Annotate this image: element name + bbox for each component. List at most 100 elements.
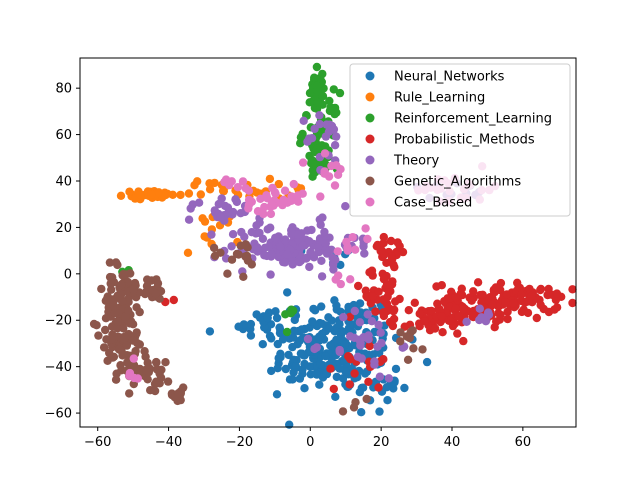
data-point <box>320 167 329 176</box>
data-point <box>345 312 355 322</box>
data-point <box>395 294 404 304</box>
data-point <box>117 347 126 356</box>
data-point <box>267 250 276 259</box>
y-tick-label: 40 <box>55 175 72 190</box>
data-point <box>186 204 195 213</box>
data-point <box>317 272 327 281</box>
data-point <box>477 313 486 322</box>
data-point <box>101 325 110 335</box>
data-point <box>517 290 526 299</box>
data-point <box>332 108 341 117</box>
data-point <box>388 254 397 264</box>
data-point <box>260 202 269 212</box>
data-point <box>320 149 330 158</box>
x-axis: −60 −40 −20 0 20 40 60 <box>84 427 531 450</box>
legend-label: Rule_Learning <box>394 91 485 106</box>
data-point <box>473 278 483 287</box>
data-point <box>478 290 487 299</box>
data-point <box>246 331 256 340</box>
data-point <box>357 354 366 363</box>
data-point <box>372 242 381 251</box>
data-point <box>462 317 471 326</box>
data-point <box>330 141 340 150</box>
data-point <box>227 177 236 186</box>
data-point <box>276 353 285 362</box>
data-point <box>163 377 173 386</box>
data-point <box>285 420 294 429</box>
legend-marker <box>365 197 375 207</box>
data-point <box>117 289 126 299</box>
data-point <box>374 383 383 392</box>
data-point <box>503 314 512 324</box>
data-point <box>129 285 138 294</box>
data-point <box>154 188 163 197</box>
data-point <box>313 98 323 107</box>
data-point <box>316 192 325 201</box>
data-point <box>383 396 392 405</box>
data-point <box>113 317 122 326</box>
data-point <box>274 179 283 189</box>
data-point <box>389 314 399 324</box>
data-point <box>280 258 290 267</box>
data-point <box>552 289 562 298</box>
data-point <box>361 224 370 233</box>
data-point <box>281 310 290 319</box>
data-point <box>209 243 219 253</box>
data-point <box>315 332 324 341</box>
data-point <box>451 293 460 302</box>
data-point <box>502 290 511 299</box>
data-point <box>241 184 250 193</box>
data-point <box>184 189 194 198</box>
x-tick-label: 0 <box>306 435 314 450</box>
data-point <box>298 158 308 167</box>
data-point <box>365 341 374 351</box>
data-point <box>454 312 463 321</box>
data-point <box>432 282 441 291</box>
data-point <box>363 234 372 244</box>
data-point <box>351 245 360 254</box>
data-point <box>151 289 160 299</box>
data-point <box>468 311 477 320</box>
data-point <box>234 250 243 259</box>
data-point <box>317 256 326 265</box>
data-point <box>232 197 242 207</box>
data-point <box>492 317 501 326</box>
data-point <box>330 181 340 190</box>
data-point <box>236 209 245 218</box>
data-point <box>289 355 298 364</box>
data-point <box>329 384 338 394</box>
data-point <box>333 170 343 179</box>
y-tick-label: 0 <box>64 267 72 282</box>
data-point <box>280 186 290 195</box>
legend-marker <box>365 92 375 102</box>
data-point <box>107 285 116 294</box>
data-point <box>287 196 296 205</box>
data-point <box>297 325 306 334</box>
data-point <box>303 226 312 235</box>
x-tick-label: −60 <box>84 435 111 450</box>
data-point <box>318 92 328 101</box>
data-point <box>298 349 307 358</box>
data-point <box>94 331 103 340</box>
data-point <box>205 185 215 194</box>
legend-label: Reinforcement_Learning <box>394 112 552 127</box>
data-point <box>113 324 122 333</box>
data-point <box>143 375 152 384</box>
series-genetic-algorithms <box>89 240 427 416</box>
data-point <box>227 255 237 264</box>
data-point <box>350 306 359 316</box>
data-point <box>265 174 275 184</box>
data-point <box>272 390 282 399</box>
legend-marker <box>365 71 375 81</box>
data-point <box>400 383 409 393</box>
data-point <box>273 364 282 373</box>
data-point <box>260 251 269 260</box>
data-point <box>174 389 183 398</box>
data-point <box>316 360 325 369</box>
data-point <box>102 335 111 344</box>
data-point <box>312 104 322 114</box>
data-point <box>403 355 413 364</box>
data-point <box>469 287 478 296</box>
data-point <box>335 364 344 373</box>
data-point <box>331 392 340 401</box>
